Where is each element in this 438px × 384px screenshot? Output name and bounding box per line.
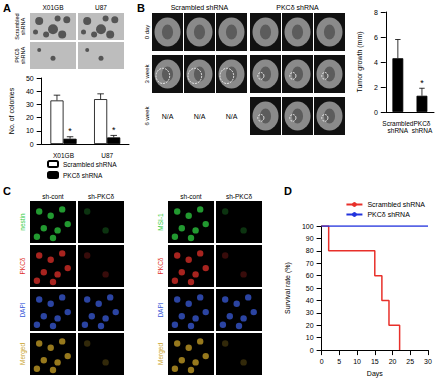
svg-text:20: 20 <box>306 322 314 329</box>
svg-text:PKCδ: PKCδ <box>19 257 26 274</box>
svg-text:30: 30 <box>26 101 34 108</box>
svg-text:Scrambled: Scrambled <box>14 13 20 39</box>
svg-text:C: C <box>3 185 11 197</box>
svg-text:10: 10 <box>26 127 34 134</box>
svg-text:15: 15 <box>371 358 379 365</box>
svg-text:30: 30 <box>306 309 314 316</box>
svg-text:50: 50 <box>26 75 34 82</box>
svg-text:N/A: N/A <box>226 113 238 120</box>
svg-text:5: 5 <box>337 358 341 365</box>
svg-text:Days: Days <box>367 370 383 378</box>
svg-text:D: D <box>284 185 292 197</box>
svg-text:6 week: 6 week <box>144 105 150 125</box>
svg-text:0 day: 0 day <box>144 25 150 40</box>
svg-text:A: A <box>3 2 11 14</box>
svg-text:40: 40 <box>306 297 314 304</box>
svg-text:PKCδ: PKCδ <box>157 257 164 274</box>
svg-text:60: 60 <box>306 272 314 279</box>
svg-text:MSI-1: MSI-1 <box>157 213 164 231</box>
svg-text:sh-PKCδ: sh-PKCδ <box>226 193 252 200</box>
svg-text:*: * <box>112 125 116 135</box>
svg-text:B: B <box>137 2 145 14</box>
svg-text:*: * <box>68 126 72 136</box>
svg-text:Tumor growth (mm): Tumor growth (mm) <box>356 31 364 92</box>
svg-text:Survival rate (%): Survival rate (%) <box>284 262 292 314</box>
svg-text:N/A: N/A <box>162 113 174 120</box>
svg-text:2: 2 <box>374 84 378 91</box>
svg-text:sh-PKCδ: sh-PKCδ <box>88 193 114 200</box>
svg-text:Scrambled shRNA: Scrambled shRNA <box>367 201 425 208</box>
svg-text:shRNA: shRNA <box>388 127 409 134</box>
svg-text:0: 0 <box>310 347 314 354</box>
svg-text:N/A: N/A <box>194 113 206 120</box>
svg-text:U87: U87 <box>95 4 107 11</box>
svg-text:DAPI: DAPI <box>19 302 26 317</box>
svg-text:0: 0 <box>374 109 378 116</box>
svg-text:nestin: nestin <box>19 213 26 231</box>
svg-text:Scrambled shRNA: Scrambled shRNA <box>171 4 229 11</box>
svg-text:*: * <box>420 78 424 88</box>
svg-text:U87: U87 <box>101 152 113 159</box>
svg-text:sh-cont: sh-cont <box>42 193 64 200</box>
svg-text:PKCδ shRNA: PKCδ shRNA <box>276 4 319 11</box>
svg-text:30: 30 <box>424 358 432 365</box>
svg-text:Scrambled: Scrambled <box>382 120 413 127</box>
svg-text:X01GB: X01GB <box>53 152 74 159</box>
svg-text:Merged: Merged <box>157 343 165 365</box>
svg-text:PKCδ shRNA: PKCδ shRNA <box>63 172 103 179</box>
svg-text:4: 4 <box>374 59 378 66</box>
svg-text:3 week: 3 week <box>144 63 150 83</box>
svg-text:70: 70 <box>306 260 314 267</box>
svg-text:sh-cont: sh-cont <box>180 193 202 200</box>
svg-text:DAPI: DAPI <box>157 302 164 317</box>
svg-text:40: 40 <box>26 88 34 95</box>
svg-text:PKCδ: PKCδ <box>14 48 20 62</box>
svg-text:shRNA: shRNA <box>412 127 433 134</box>
svg-text:shRNA: shRNA <box>20 46 26 64</box>
svg-text:8: 8 <box>374 9 378 16</box>
svg-text:80: 80 <box>306 247 314 254</box>
svg-text:0: 0 <box>320 358 324 365</box>
svg-text:PKCδ: PKCδ <box>413 120 430 127</box>
svg-text:50: 50 <box>306 285 314 292</box>
svg-text:shRNA: shRNA <box>20 17 26 35</box>
svg-text:20: 20 <box>26 114 34 121</box>
svg-text:0: 0 <box>30 141 34 148</box>
svg-text:Scrambled shRNA: Scrambled shRNA <box>63 161 117 168</box>
svg-text:90: 90 <box>306 235 314 242</box>
svg-text:20: 20 <box>389 358 397 365</box>
svg-text:X01GB: X01GB <box>43 4 64 11</box>
svg-text:10: 10 <box>353 358 361 365</box>
svg-text:10: 10 <box>306 334 314 341</box>
svg-text:6: 6 <box>374 34 378 41</box>
svg-text:No. of colonies: No. of colonies <box>8 87 15 134</box>
svg-text:Merged: Merged <box>19 343 27 365</box>
svg-text:100: 100 <box>302 223 314 230</box>
svg-text:25: 25 <box>406 358 414 365</box>
svg-text:PKCδ shRNA: PKCδ shRNA <box>367 211 410 218</box>
